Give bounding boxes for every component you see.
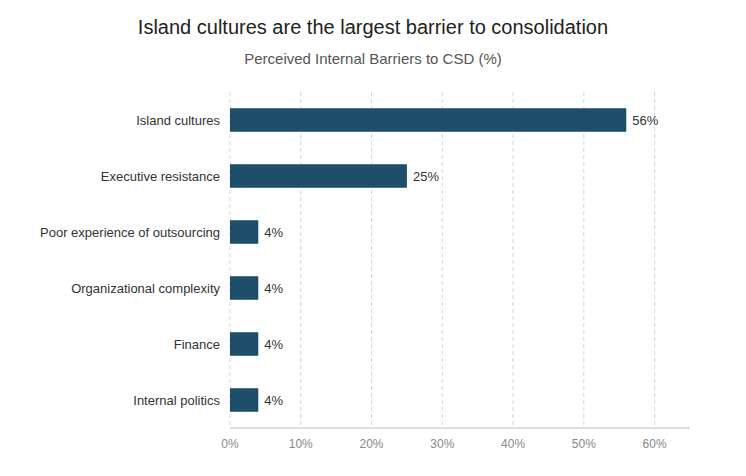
grid-line bbox=[442, 92, 443, 428]
category-label: Organizational complexity bbox=[71, 281, 220, 296]
grid-line bbox=[371, 92, 372, 428]
chart-container: Island cultures are the largest barrier … bbox=[0, 0, 746, 476]
data-label: 4% bbox=[264, 281, 283, 296]
grid-line bbox=[513, 92, 514, 428]
tick-label: 30% bbox=[430, 437, 454, 451]
bar bbox=[230, 276, 258, 300]
data-label: 4% bbox=[264, 393, 283, 408]
bar bbox=[230, 164, 407, 188]
bar bbox=[230, 220, 258, 244]
bar bbox=[230, 108, 626, 132]
tick-label: 60% bbox=[643, 437, 667, 451]
tick-label: 10% bbox=[289, 437, 313, 451]
tick-label: 40% bbox=[501, 437, 525, 451]
bar bbox=[230, 388, 258, 412]
data-label: 56% bbox=[632, 113, 658, 128]
grid-line bbox=[230, 92, 231, 428]
grid-line bbox=[583, 92, 584, 428]
tick-label: 50% bbox=[572, 437, 596, 451]
title: Island cultures are the largest barrier … bbox=[138, 16, 608, 38]
category-label: Finance bbox=[174, 337, 220, 352]
data-label: 25% bbox=[413, 169, 439, 184]
data-label: 4% bbox=[264, 225, 283, 240]
bars bbox=[230, 108, 626, 412]
category-label: Island cultures bbox=[136, 113, 220, 128]
data-label: 4% bbox=[264, 337, 283, 352]
tick-label: 20% bbox=[360, 437, 384, 451]
bar bbox=[230, 332, 258, 356]
tick-label: 0% bbox=[221, 437, 239, 451]
category-label: Executive resistance bbox=[101, 169, 220, 184]
grid bbox=[230, 92, 655, 428]
category-label: Poor experience of outsourcing bbox=[40, 225, 220, 240]
chart: Island cultures are the largest barrier … bbox=[0, 0, 746, 476]
subtitle: Perceived Internal Barriers to CSD (%) bbox=[244, 50, 502, 67]
grid-line bbox=[654, 92, 655, 428]
x-axis-line bbox=[230, 428, 690, 429]
grid-line bbox=[300, 92, 301, 428]
category-label: Internal politics bbox=[133, 393, 220, 408]
